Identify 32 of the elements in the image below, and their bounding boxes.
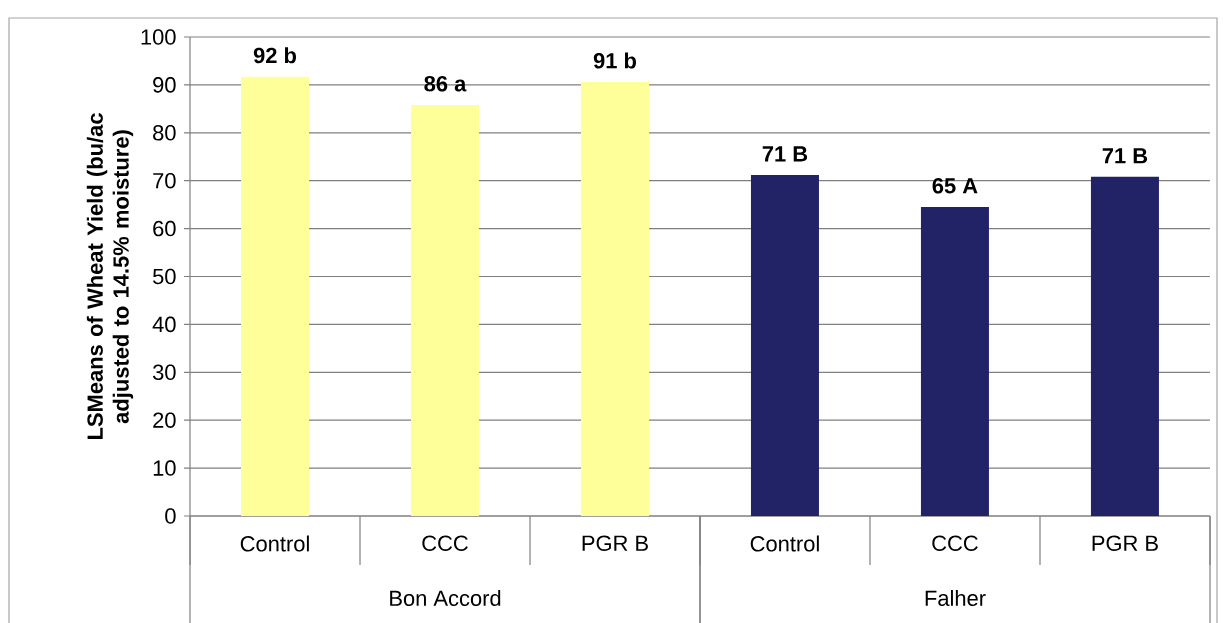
data-label: 86 a	[424, 75, 467, 92]
data-label: 71 B	[762, 146, 808, 162]
y-axis-title: LSMeans of Wheat Yield (bu/ac adjusted to 14.5% moisture)	[86, 113, 134, 440]
bar	[241, 76, 309, 516]
y-tick-label: 10	[153, 460, 176, 476]
bar	[580, 82, 649, 516]
data-label: 65 A	[932, 178, 978, 194]
y-tick-label: 50	[153, 268, 176, 285]
y-tick-label: 90	[153, 77, 176, 93]
x-tick-label: PGR B	[1092, 535, 1158, 552]
bar	[410, 105, 479, 516]
x-tick-label: PGR B	[582, 535, 648, 552]
text: Bon Accord	[390, 589, 501, 607]
data-label: 91 b	[593, 52, 636, 69]
y-tick-label: 60	[153, 220, 176, 237]
y-tick-label: 40	[152, 316, 176, 333]
y-tick-label: 30	[152, 364, 176, 381]
x-tick-label: CCC	[422, 535, 468, 552]
bar	[750, 174, 819, 516]
y-tick-label: 80	[153, 125, 176, 141]
y-tick-label: 70	[153, 172, 176, 189]
x-tick-label: Control	[750, 535, 819, 552]
x-tick-label: CCC	[932, 535, 978, 552]
y-tick-label: 100	[141, 29, 176, 45]
text: Falher	[925, 589, 986, 607]
y-tick-label: 0	[165, 508, 176, 524]
bar	[1090, 176, 1159, 516]
bar	[920, 207, 989, 516]
y-tick-label: 20	[153, 412, 176, 428]
data-label: 92 b	[253, 47, 296, 64]
x-tick-label: Control	[240, 535, 309, 552]
data-label: 71 B	[1102, 148, 1148, 164]
